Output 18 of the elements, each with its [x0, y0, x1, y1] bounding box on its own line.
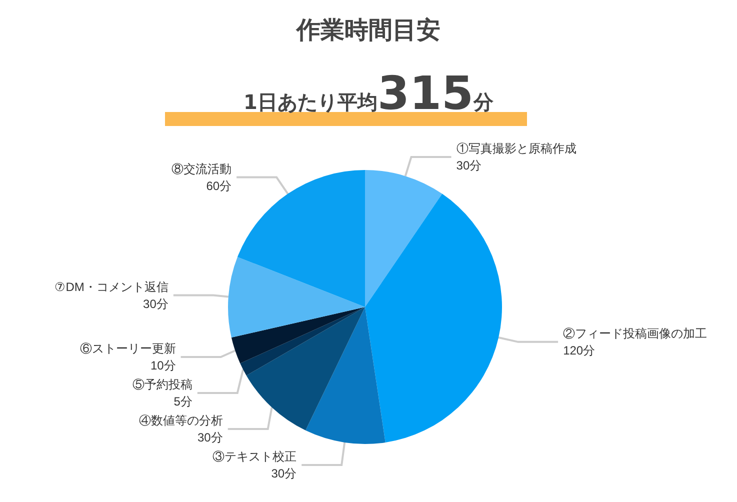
data-label: 30分 — [197, 430, 223, 444]
data-label: 5分 — [174, 394, 192, 408]
slice-label: ⑧交流活動 — [172, 162, 232, 176]
slice-label: ①写真撮影と原稿作成 — [456, 141, 576, 156]
slice-label: ②フィード投稿画像の加工 — [563, 326, 708, 340]
slice-label: ⑥ストーリー更新 — [80, 342, 176, 356]
chart-subtitle: 1日あたり平均315分 — [244, 66, 494, 120]
data-label: 10分 — [150, 358, 176, 372]
slice-label: ⑤予約投稿 — [132, 378, 192, 392]
chart-title: 作業時間目安 — [294, 15, 442, 46]
data-label: 30分 — [271, 466, 297, 480]
data-label: 120分 — [563, 343, 596, 358]
data-label: 30分 — [143, 296, 168, 311]
data-label: 60分 — [206, 178, 232, 193]
data-label: 30分 — [456, 158, 482, 172]
slice-label: ⑦DM・コメント返信 — [54, 280, 168, 294]
slice-label: ④数値等の分析 — [138, 414, 223, 428]
slice-label: ③テキスト校正 — [212, 450, 297, 464]
